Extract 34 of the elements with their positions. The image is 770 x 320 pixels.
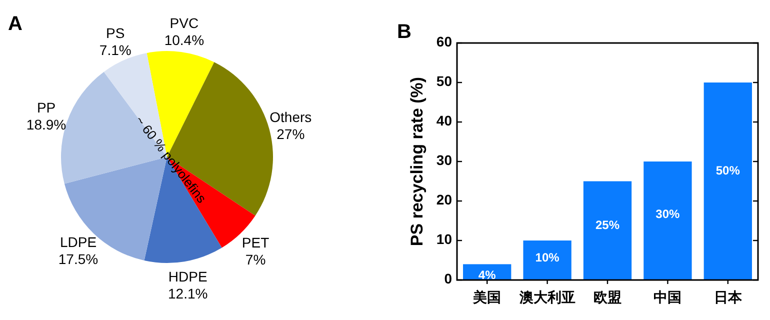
chart-title: A bbox=[8, 13, 22, 35]
data-label: 50% bbox=[716, 164, 740, 178]
data-label: 10% bbox=[535, 250, 560, 264]
data-label: 25% bbox=[595, 218, 620, 232]
slice-label: PET bbox=[242, 234, 270, 250]
data-label: 27% bbox=[276, 126, 305, 142]
slice-label: LDPE bbox=[60, 234, 97, 250]
data-label: 7.1% bbox=[99, 42, 132, 58]
x-tick-label: 中国 bbox=[654, 289, 682, 305]
data-label: 7% bbox=[245, 251, 266, 268]
y-tick-label: 60 bbox=[436, 34, 452, 50]
slice-label: PS bbox=[106, 24, 125, 41]
data-label: 18.9% bbox=[26, 116, 66, 132]
slice-label: PVC bbox=[170, 15, 199, 32]
data-label: 17.5% bbox=[58, 251, 98, 268]
y-tick-label: 0 bbox=[444, 270, 452, 287]
data-label: 30% bbox=[656, 206, 680, 221]
y-tick-label: 40 bbox=[436, 112, 452, 129]
x-tick-label: 美国 bbox=[472, 289, 502, 305]
slice-label: HDPE bbox=[168, 268, 208, 284]
slice-label: Others bbox=[270, 108, 312, 125]
data-label: 4% bbox=[478, 268, 496, 282]
y-tick-label: 10 bbox=[436, 231, 452, 248]
x-tick-label: 日本 bbox=[714, 289, 743, 305]
y-tick-label: 30 bbox=[436, 152, 452, 168]
y-axis-title: PS recycling rate (%) bbox=[407, 76, 426, 246]
y-tick-label: 50 bbox=[436, 73, 452, 90]
x-tick-label: 澳大利亚 bbox=[518, 289, 576, 305]
slice-label: PP bbox=[36, 99, 56, 116]
data-label: 10.4% bbox=[164, 32, 204, 48]
data-label: 12.1% bbox=[168, 285, 208, 302]
chart-title: B bbox=[397, 21, 412, 43]
y-tick-label: 20 bbox=[436, 192, 452, 208]
x-tick-label: 欧盟 bbox=[594, 289, 622, 305]
